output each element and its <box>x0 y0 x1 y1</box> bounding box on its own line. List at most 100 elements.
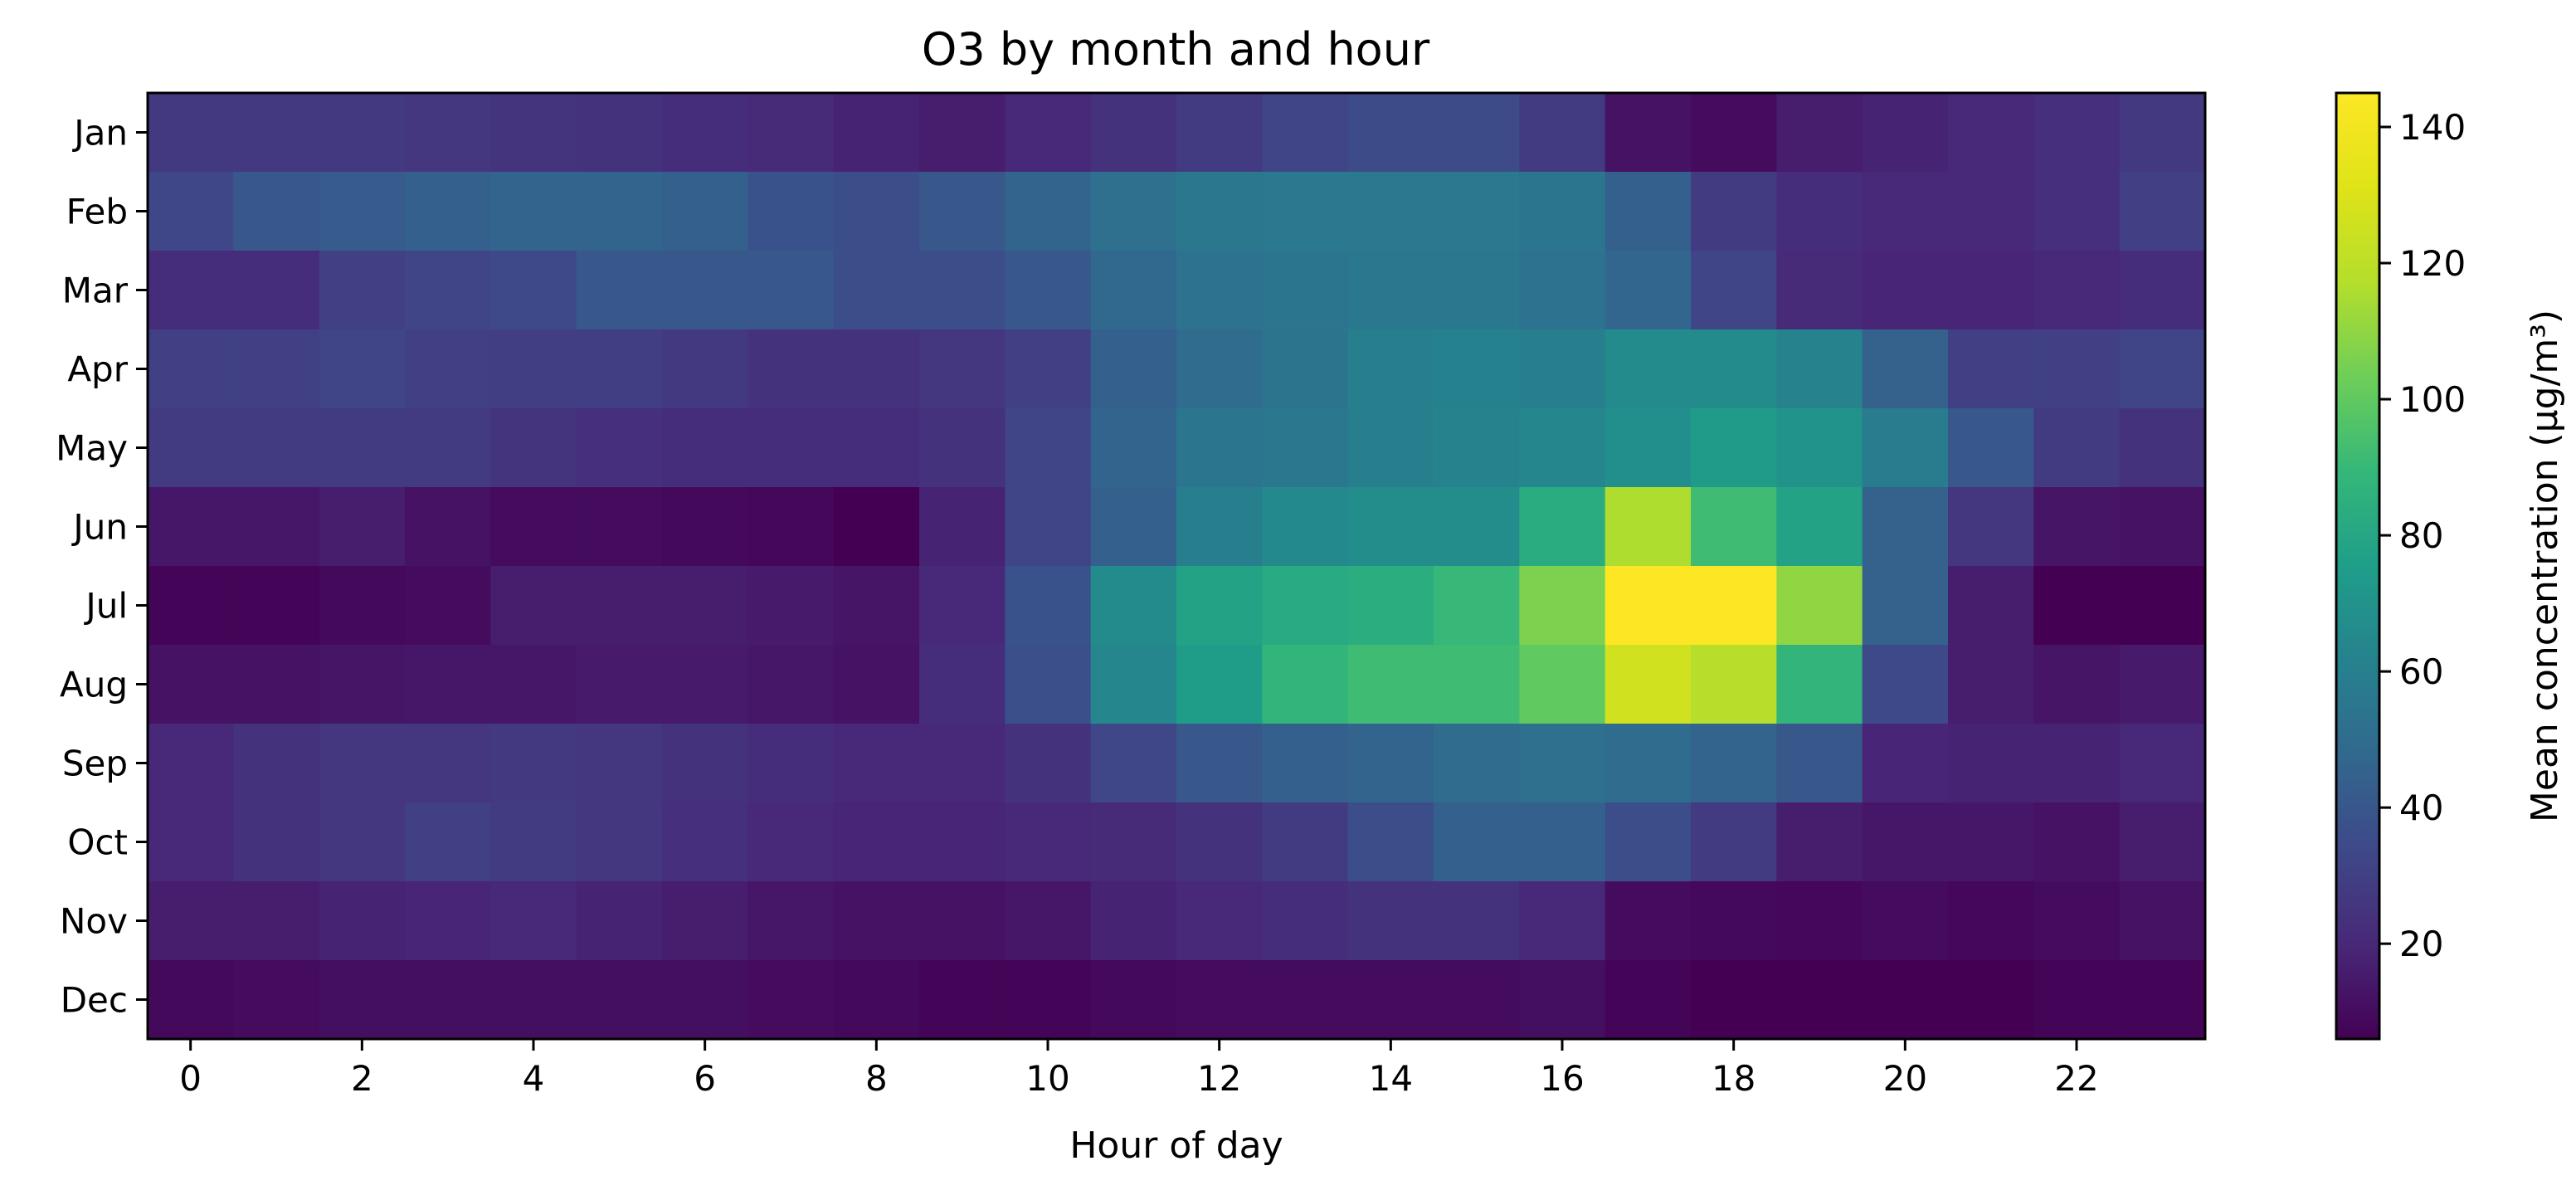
heatmap-cell <box>919 802 1006 882</box>
heatmap-cell <box>1262 645 1349 724</box>
heatmap-cell <box>1434 251 1520 330</box>
heatmap-cell <box>1691 329 1777 409</box>
heatmap-cell <box>662 566 748 646</box>
heatmap-cell <box>576 93 663 173</box>
heatmap-cell <box>490 802 577 882</box>
heatmap-cell <box>833 881 920 961</box>
heatmap-cell <box>1862 172 1949 251</box>
heatmap-cell <box>1605 881 1692 961</box>
heatmap-cell <box>1776 645 1863 724</box>
heatmap-cell <box>405 645 491 724</box>
heatmap-cell <box>1176 172 1263 251</box>
heatmap-cell <box>405 172 491 251</box>
heatmap-cell <box>576 724 663 803</box>
heatmap-cell <box>1691 172 1777 251</box>
heatmap-cell <box>919 251 1006 330</box>
heatmap-cell <box>747 566 835 646</box>
heatmap-cell <box>319 408 406 488</box>
heatmap-cell <box>2119 881 2206 961</box>
x-tick-label: 18 <box>1712 1058 1755 1099</box>
heatmap-cell <box>405 329 491 409</box>
y-tick-label: Sep <box>62 744 128 784</box>
heatmap-cell <box>148 566 234 646</box>
heatmap-cell <box>1691 566 1777 646</box>
heatmap-cell <box>1005 329 1092 409</box>
heatmap-cell <box>148 408 234 488</box>
x-tick-label: 20 <box>1883 1058 1927 1099</box>
heatmap-cell <box>1176 329 1263 409</box>
heatmap-cell <box>1948 802 2034 882</box>
colorbar-tick-label: 40 <box>2399 788 2443 828</box>
heatmap-cell <box>233 487 320 567</box>
heatmap-cell <box>148 881 234 961</box>
heatmap-cell <box>1090 487 1177 567</box>
heatmap-cell <box>833 487 920 567</box>
heatmap-cell <box>1090 172 1177 251</box>
heatmap-cell <box>1090 93 1177 173</box>
heatmap-cell <box>490 172 577 251</box>
heatmap-cell <box>1948 251 2034 330</box>
heatmap-cell <box>1090 251 1177 330</box>
y-tick-label: Jul <box>83 586 128 627</box>
heatmap-cell <box>2119 251 2206 330</box>
heatmap-cell <box>1776 329 1863 409</box>
heatmap-cell <box>919 329 1006 409</box>
heatmap-cell <box>919 881 1006 961</box>
heatmap-cell <box>319 251 406 330</box>
heatmap-cell <box>1862 251 1949 330</box>
heatmap-cell <box>405 881 491 961</box>
heatmap-cell <box>1090 802 1177 882</box>
heatmap-cell <box>2033 881 2121 961</box>
heatmap-cell <box>1519 329 1606 409</box>
heatmap-cell <box>490 93 577 173</box>
heatmap-cell <box>1776 93 1863 173</box>
heatmap-cell <box>1434 329 1520 409</box>
colorbar-tick-label: 100 <box>2399 379 2466 420</box>
heatmap-cell <box>490 881 577 961</box>
y-tick-label: Feb <box>66 192 128 232</box>
heatmap-cell <box>233 881 320 961</box>
heatmap-cell <box>1347 408 1434 488</box>
heatmap-cell <box>148 251 234 330</box>
heatmap-cell <box>833 960 920 1040</box>
heatmap-cell <box>148 802 234 882</box>
heatmap-cell <box>1090 645 1177 724</box>
heatmap-cell <box>1605 802 1692 882</box>
chart-title: O3 by month and hour <box>922 23 1430 76</box>
heatmap-cell <box>1862 724 1949 803</box>
colorbar-tick-label: 80 <box>2399 515 2443 556</box>
heatmap-cell <box>490 408 577 488</box>
heatmap-cell <box>662 329 748 409</box>
heatmap-cell <box>405 802 491 882</box>
heatmap-cell <box>833 566 920 646</box>
x-axis: 0 2 4 6 8 10 12 14 16 18 20 22 <box>179 1039 2099 1099</box>
heatmap-cell <box>576 566 663 646</box>
heatmap-cell <box>1347 251 1434 330</box>
heatmap-cell <box>833 724 920 803</box>
heatmap-cell <box>576 960 663 1040</box>
heatmap-cell <box>919 93 1006 173</box>
heatmap-cell <box>319 329 406 409</box>
heatmap-cell <box>1347 724 1434 803</box>
heatmap-cell <box>833 408 920 488</box>
heatmap-cell <box>1519 251 1606 330</box>
heatmap-cell <box>747 408 835 488</box>
heatmap-cell <box>2033 329 2121 409</box>
heatmap-cell <box>662 645 748 724</box>
heatmap-cell <box>1434 566 1520 646</box>
heatmap-cell <box>833 172 920 251</box>
heatmap-cell <box>148 487 234 567</box>
heatmap-cell <box>576 881 663 961</box>
heatmap-cell <box>1862 802 1949 882</box>
heatmap-cell <box>1691 881 1777 961</box>
heatmap-cell <box>233 802 320 882</box>
heatmap-cell <box>405 724 491 803</box>
heatmap-cell <box>1948 329 2034 409</box>
heatmap-cell <box>148 960 234 1040</box>
heatmap-cell <box>1005 881 1092 961</box>
heatmap-cell <box>1090 881 1177 961</box>
heatmap-cell <box>148 645 234 724</box>
heatmap-cell <box>576 645 663 724</box>
heatmap-cell <box>1948 881 2034 961</box>
heatmap-cell <box>833 93 920 173</box>
